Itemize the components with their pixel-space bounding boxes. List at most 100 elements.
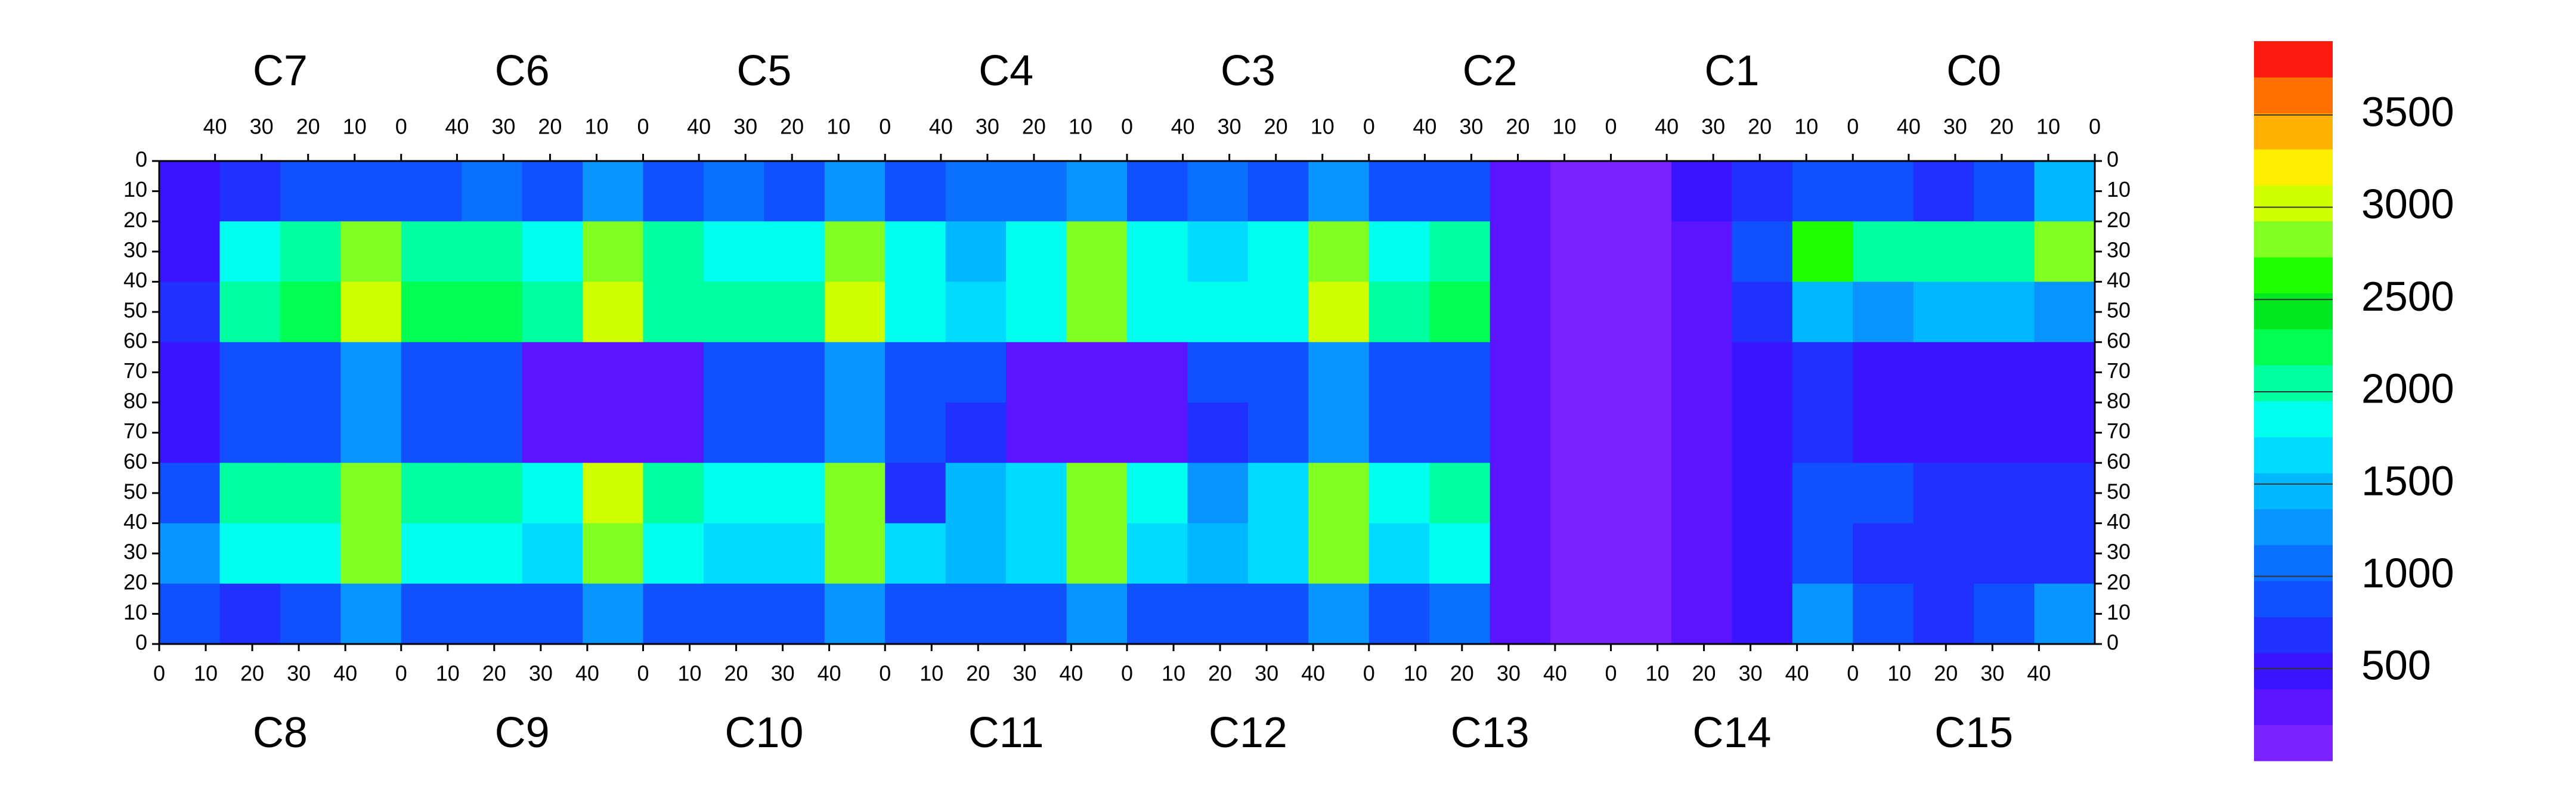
- heat-cell: [401, 221, 462, 282]
- chip-label: C2: [1463, 47, 1518, 95]
- heat-cell: [824, 342, 886, 403]
- heat-cell: [1732, 221, 1793, 282]
- x-tick-label: 10: [1887, 661, 1911, 686]
- heat-cell: [1671, 221, 1732, 282]
- y-tick-label: 0: [2107, 630, 2119, 655]
- heat-cell: [1368, 402, 1430, 463]
- x-tick-label: 20: [1506, 114, 1530, 139]
- heat-cell: [1732, 463, 1793, 524]
- heat-cell: [340, 523, 402, 584]
- heat-cell: [159, 402, 220, 463]
- colorbar-band: [2254, 293, 2333, 330]
- x-tick-label: 30: [1459, 114, 1483, 139]
- heat-cell: [824, 523, 886, 584]
- heat-cell: [219, 281, 281, 343]
- x-tick-label: 0: [879, 114, 891, 139]
- heat-cell: [462, 161, 523, 222]
- heat-cell: [1550, 281, 1611, 343]
- heat-cell: [340, 463, 402, 524]
- x-tick-label: 30: [250, 114, 274, 139]
- heat-cell: [583, 161, 643, 222]
- x-tick-label: 0: [2089, 114, 2101, 139]
- x-tick-label: 40: [575, 661, 599, 686]
- heat-cell: [1490, 523, 1551, 584]
- chip-label: C9: [495, 709, 550, 757]
- y-tick-label: 20: [123, 569, 147, 594]
- heat-cell: [1187, 463, 1249, 524]
- x-tick-label: 30: [491, 114, 515, 139]
- heat-cell: [1066, 342, 1128, 403]
- x-tick-label: 0: [879, 661, 891, 686]
- x-tick-label: 0: [153, 661, 165, 686]
- heat-cell: [2034, 161, 2095, 222]
- heat-cell: [1913, 161, 1974, 222]
- heat-cell: [522, 281, 583, 343]
- heat-cell: [1127, 523, 1188, 584]
- heat-cell: [522, 221, 583, 282]
- colorbar-band: [2254, 544, 2333, 581]
- heat-cell: [1187, 221, 1249, 282]
- heat-cell: [764, 402, 825, 463]
- heat-cell: [159, 463, 220, 524]
- colorbar-tick-label: 500: [2361, 642, 2431, 689]
- heat-cell: [401, 281, 462, 343]
- heat-cell: [1732, 161, 1793, 222]
- heat-cell: [885, 463, 946, 524]
- y-tick-label: 40: [123, 268, 147, 292]
- heat-cell: [462, 583, 523, 645]
- x-tick-label: 30: [771, 661, 795, 686]
- y-tick-label: 10: [123, 177, 147, 202]
- heat-cell: [703, 523, 764, 584]
- heat-cell: [1671, 161, 1732, 222]
- heat-cell: [1490, 161, 1551, 222]
- y-tick-label: 10: [2107, 600, 2131, 624]
- heat-cell: [1429, 463, 1491, 524]
- chip-label: C8: [253, 709, 308, 757]
- heat-cell: [1429, 583, 1491, 645]
- heat-cell: [340, 161, 402, 222]
- x-tick-label: 0: [1847, 661, 1859, 686]
- heat-cell: [583, 463, 643, 524]
- y-tick-label: 50: [2107, 298, 2131, 323]
- x-tick-label: 30: [529, 661, 553, 686]
- heat-cell: [1490, 281, 1551, 343]
- heat-cell: [1611, 583, 1672, 645]
- heat-cell: [764, 583, 825, 645]
- heat-cell: [764, 161, 825, 222]
- x-tick-label: 10: [194, 661, 218, 686]
- heat-cell: [1127, 463, 1188, 524]
- heat-cell: [583, 281, 643, 343]
- heat-cell: [1550, 221, 1611, 282]
- heat-cell: [1066, 402, 1128, 463]
- heat-cell: [1853, 402, 1914, 463]
- heat-cell: [1853, 583, 1914, 645]
- heat-cell: [824, 221, 886, 282]
- y-tick-label: 30: [123, 540, 147, 564]
- heat-cell: [401, 342, 462, 403]
- colorbar-band: [2254, 113, 2333, 150]
- heat-cell: [1853, 221, 1914, 282]
- x-tick-label: 20: [966, 661, 990, 686]
- x-tick-label: 0: [395, 661, 407, 686]
- y-tick-label: 60: [123, 449, 147, 473]
- colorbar-band: [2254, 652, 2333, 689]
- heat-cell: [401, 523, 462, 584]
- heat-cell: [522, 342, 583, 403]
- heat-cell: [1792, 281, 1853, 343]
- heat-cell: [462, 221, 523, 282]
- x-tick-label: 30: [1497, 661, 1521, 686]
- x-tick-label: 20: [1934, 661, 1958, 686]
- heat-cell: [1732, 402, 1793, 463]
- colorbar-tick-label: 3000: [2361, 181, 2454, 227]
- heat-cell: [1429, 161, 1491, 222]
- chip-label: C11: [968, 709, 1044, 757]
- heat-cell: [1671, 523, 1732, 584]
- heat-cell: [643, 402, 704, 463]
- heat-cell: [764, 463, 825, 524]
- y-tick-label: 30: [2107, 237, 2131, 262]
- heat-cell: [824, 402, 886, 463]
- heat-cell: [462, 342, 523, 403]
- heat-cell: [1308, 523, 1370, 584]
- heat-cell: [280, 463, 341, 524]
